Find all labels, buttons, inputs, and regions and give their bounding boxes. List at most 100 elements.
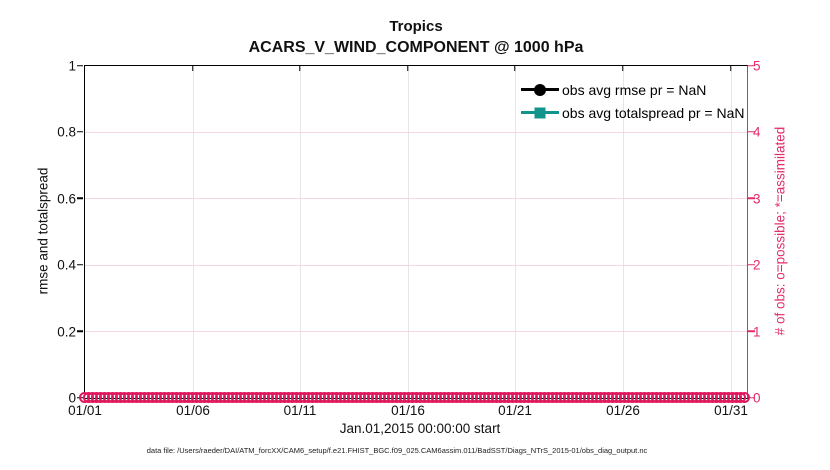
obs-possible-marker-icon xyxy=(695,392,706,403)
obs-possible-marker-icon xyxy=(403,392,414,403)
obs-possible-marker-icon xyxy=(219,392,230,403)
plot-area: obs avg rmse pr = NaN obs avg totalsprea… xyxy=(76,64,755,403)
horizontal-gridline xyxy=(84,131,747,133)
obs-possible-marker-icon xyxy=(407,392,418,403)
obs-possible-marker-icon xyxy=(547,392,558,403)
legend-entry-rmse: obs avg rmse pr = NaN xyxy=(521,79,745,101)
chart-title: Tropics xyxy=(389,18,443,35)
obs-possible-marker-icon xyxy=(175,392,186,403)
obs-possible-marker-icon xyxy=(715,392,726,403)
obs-possible-marker-icon xyxy=(335,392,346,403)
legend-entry-totalspread: obs avg totalspread pr = NaN xyxy=(521,102,745,124)
legend-label: obs avg rmse pr = NaN xyxy=(562,81,707,98)
obs-possible-marker-icon xyxy=(419,392,430,403)
obs-possible-marker-icon xyxy=(563,392,574,403)
obs-possible-marker-icon xyxy=(519,392,530,403)
obs-possible-marker-icon xyxy=(579,392,590,403)
horizontal-gridline xyxy=(84,198,747,200)
x-tick-label: 01/06 xyxy=(176,403,210,418)
obs-possible-marker-icon xyxy=(271,392,282,403)
obs-possible-marker-icon xyxy=(451,392,462,403)
obs-possible-marker-icon xyxy=(427,392,438,403)
horizontal-gridline xyxy=(84,264,747,266)
obs-possible-marker-icon xyxy=(587,392,598,403)
obs-possible-marker-icon xyxy=(199,392,210,403)
obs-possible-marker-icon xyxy=(611,392,622,403)
obs-possible-marker-icon xyxy=(167,392,178,403)
obs-possible-marker-icon xyxy=(507,392,518,403)
obs-possible-marker-icon xyxy=(387,392,398,403)
obs-possible-marker-icon xyxy=(439,392,450,403)
horizontal-gridline xyxy=(84,331,747,333)
obs-possible-marker-icon xyxy=(511,392,522,403)
obs-possible-marker-icon xyxy=(455,392,466,403)
right-y-tick-mark xyxy=(748,131,755,133)
left-y-tick-label: 1 xyxy=(68,58,76,74)
obs-possible-marker-icon xyxy=(603,392,614,403)
left-y-tick-mark xyxy=(76,131,83,133)
left-y-tick-mark xyxy=(76,330,83,332)
left-y-tick-mark xyxy=(76,64,83,67)
obs-possible-marker-icon xyxy=(559,392,570,403)
obs-possible-marker-icon xyxy=(495,392,506,403)
vertical-gridline xyxy=(730,65,732,398)
legend: obs avg rmse pr = NaN obs avg totalsprea… xyxy=(521,79,745,124)
obs-possible-marker-icon xyxy=(391,392,402,403)
obs-possible-marker-icon xyxy=(251,392,262,403)
obs-possible-marker-icon xyxy=(643,392,654,403)
left-y-tick-mark xyxy=(76,396,83,399)
right-y-tick-label: 1 xyxy=(753,324,761,340)
x-tick-label: 01/26 xyxy=(606,403,640,418)
obs-possible-marker-icon xyxy=(459,392,470,403)
right-y-tick-mark xyxy=(748,263,755,266)
top-x-tick-mark xyxy=(191,65,194,71)
obs-possible-marker-icon xyxy=(699,392,710,403)
obs-possible-marker-icon xyxy=(327,392,338,403)
left-y-tick-mark xyxy=(76,263,83,266)
obs-possible-marker-icon xyxy=(667,392,678,403)
obs-possible-marker-icon xyxy=(447,392,458,403)
top-x-tick-mark xyxy=(729,65,732,71)
obs-possible-marker-icon xyxy=(223,392,234,403)
obs-possible-marker-icon xyxy=(411,392,422,403)
obs-possible-marker-icon xyxy=(295,392,306,403)
obs-possible-marker-icon xyxy=(487,392,498,403)
left-y-tick-label: 0.2 xyxy=(57,324,76,340)
right-y-tick-label: 0 xyxy=(753,390,761,406)
obs-possible-marker-icon xyxy=(147,392,158,403)
obs-possible-marker-icon xyxy=(727,392,738,403)
obs-possible-marker-icon xyxy=(599,392,610,403)
obs-possible-marker-icon xyxy=(491,392,502,403)
obs-possible-marker-icon xyxy=(139,392,150,403)
obs-possible-marker-icon xyxy=(131,392,142,403)
obs-possible-marker-icon xyxy=(155,392,166,403)
right-y-axis-label: # of obs: o=possible; *=assimilated xyxy=(772,126,788,336)
obs-possible-marker-icon xyxy=(95,392,106,403)
right-y-tick-mark xyxy=(748,64,755,67)
obs-possible-marker-icon xyxy=(567,392,578,403)
top-x-tick-mark xyxy=(298,65,301,71)
obs-possible-marker-icon xyxy=(711,392,722,403)
obs-possible-marker-icon xyxy=(171,392,182,403)
obs-possible-marker-icon xyxy=(443,392,454,403)
obs-possible-marker-icon xyxy=(591,392,602,403)
right-y-tick-label: 5 xyxy=(753,58,761,74)
obs-possible-marker-icon xyxy=(435,392,446,403)
obs-possible-marker-icon xyxy=(483,392,494,403)
obs-possible-marker-icon xyxy=(631,392,642,403)
obs-possible-marker-icon xyxy=(235,392,246,403)
obs-possible-marker-icon xyxy=(143,392,154,403)
obs-possible-marker-icon xyxy=(619,392,630,403)
chart-subtitle: ACARS_V_WIND_COMPONENT @ 1000 hPa xyxy=(248,39,584,56)
obs-possible-marker-icon xyxy=(539,392,550,403)
vertical-gridline xyxy=(299,65,301,398)
right-y-tick-label: 2 xyxy=(753,257,761,273)
obs-possible-marker-icon xyxy=(431,392,442,403)
chart-title-block: Tropics ACARS_V_WIND_COMPONENT @ 1000 hP… xyxy=(85,17,747,58)
obs-possible-marker-icon xyxy=(303,392,314,403)
obs-possible-marker-icon xyxy=(735,392,746,403)
obs-possible-marker-icon xyxy=(339,392,350,403)
obs-possible-marker-icon xyxy=(99,392,110,403)
obs-possible-marker-icon xyxy=(367,392,378,403)
